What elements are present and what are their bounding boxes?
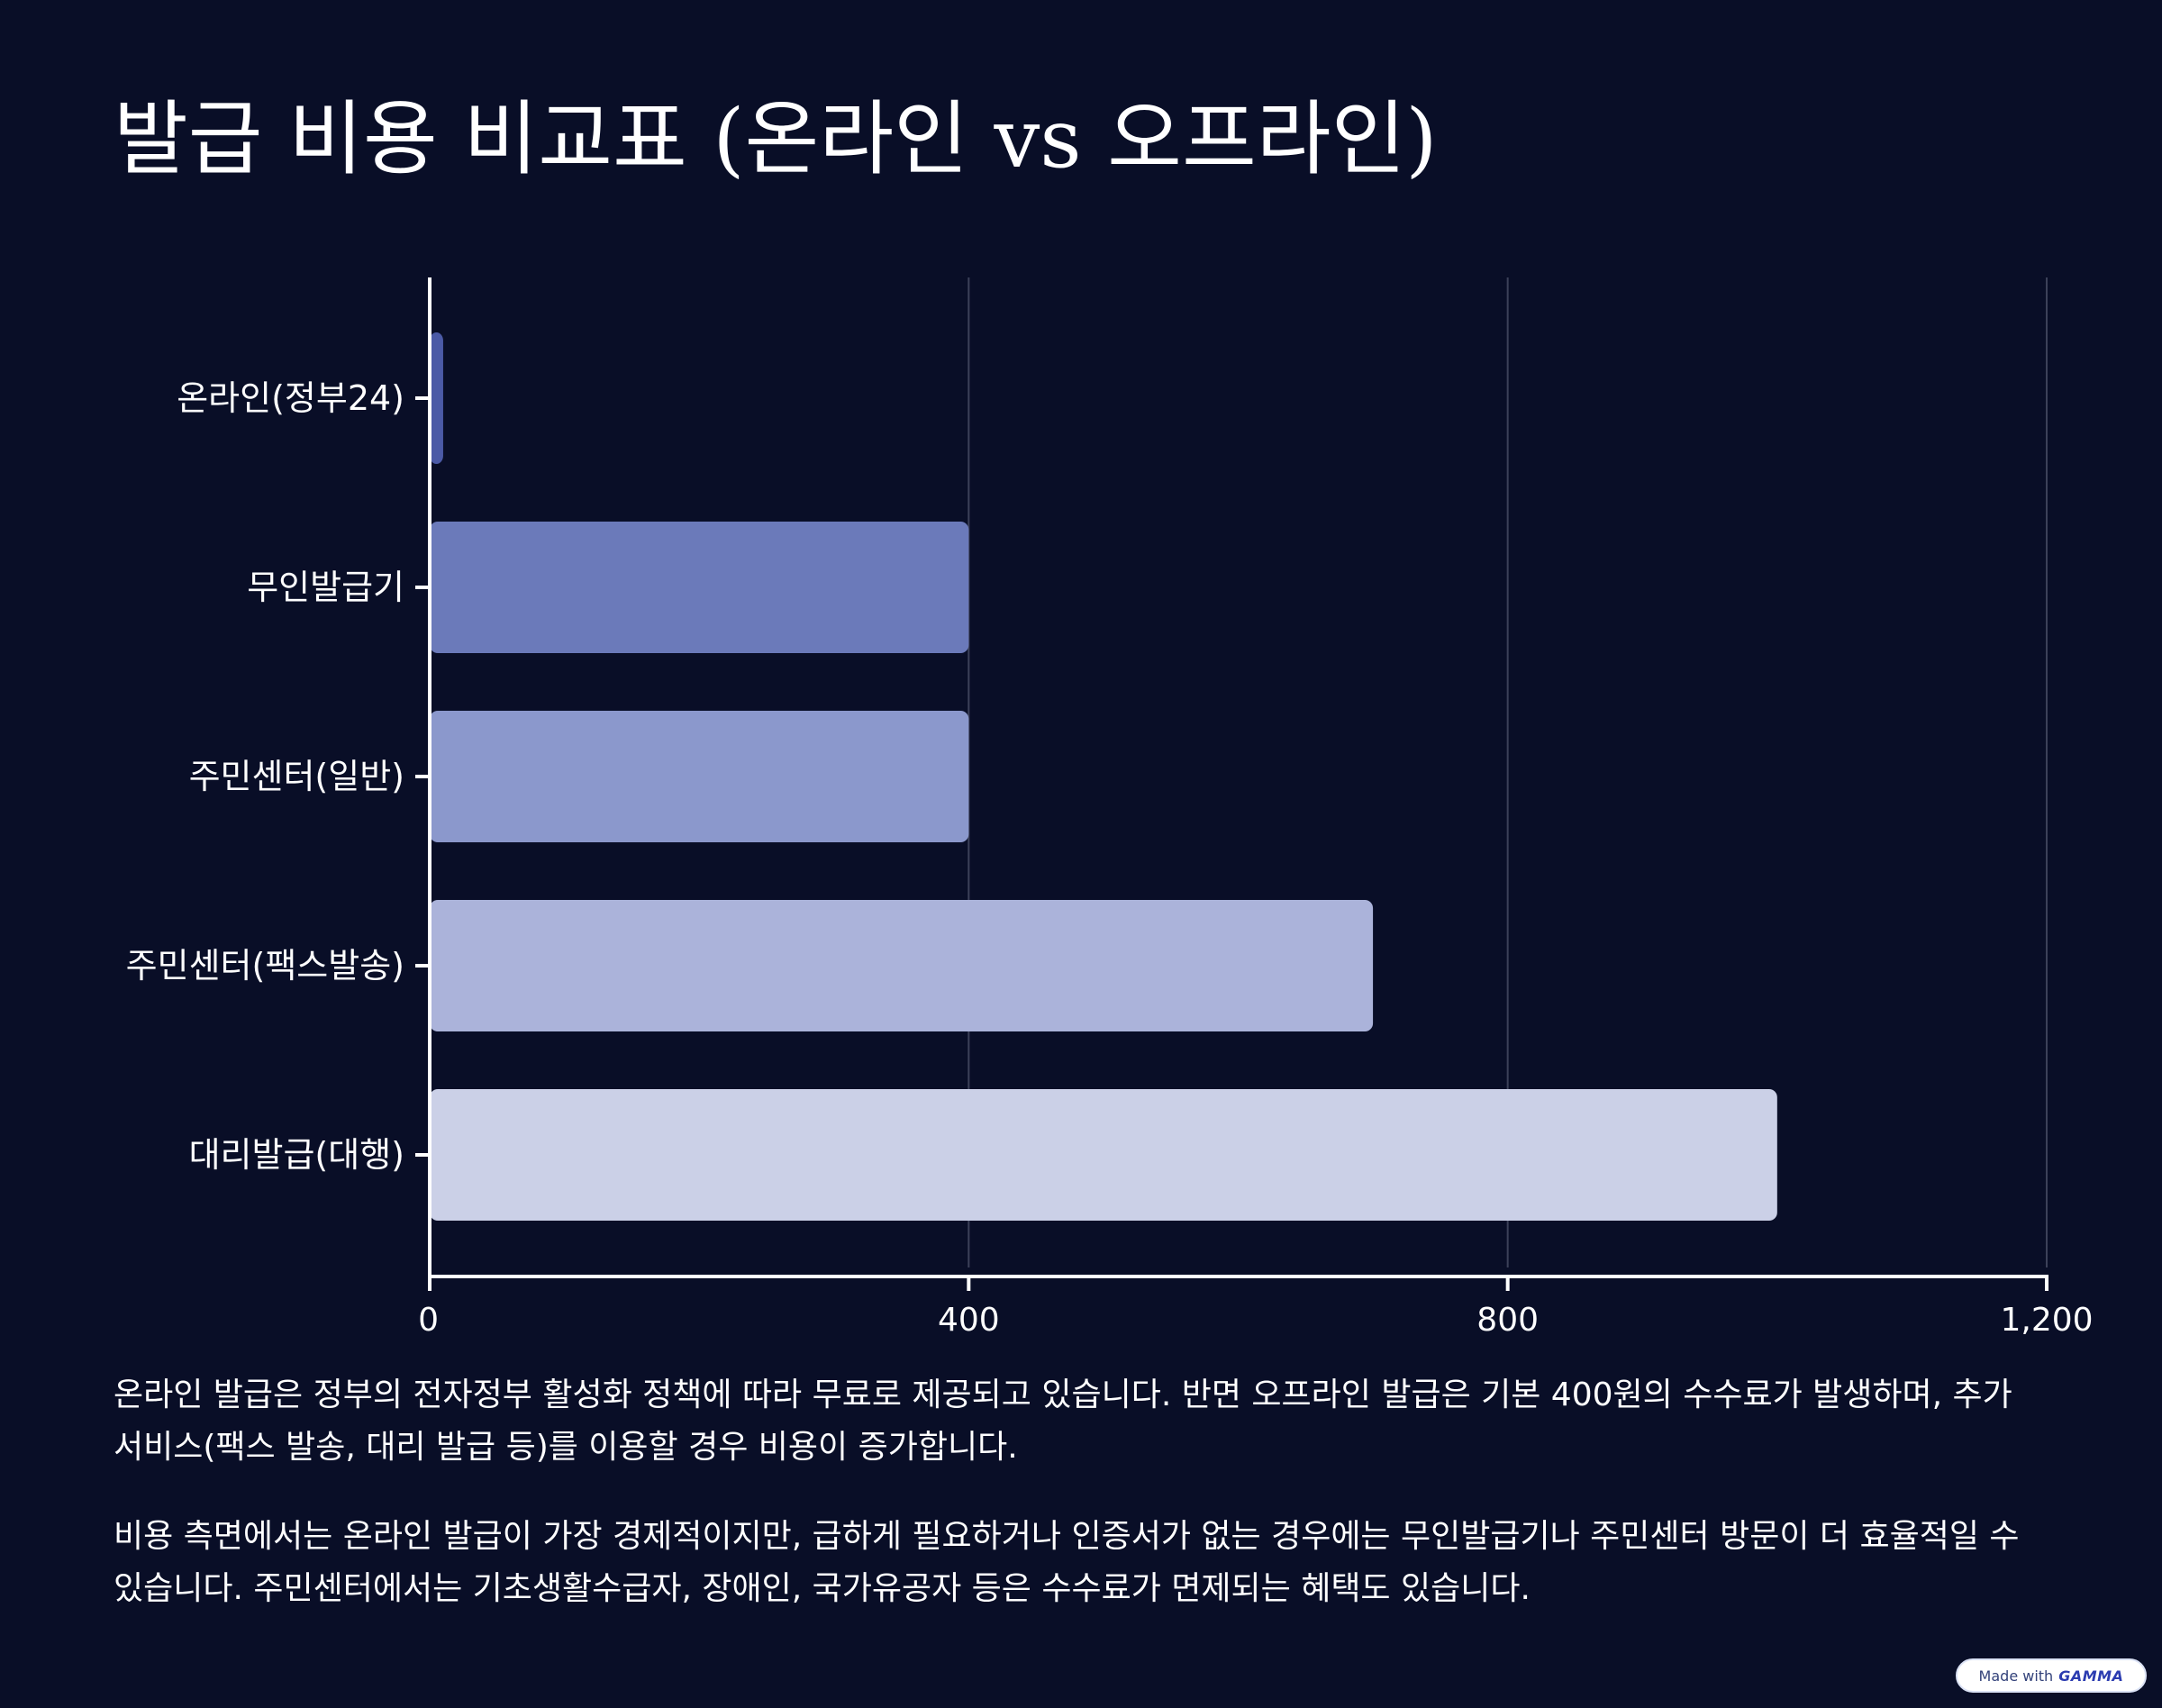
x-tick-label: 1,200 — [2000, 1302, 2093, 1339]
bar — [430, 1089, 1777, 1221]
bar — [430, 900, 1374, 1031]
x-tick-label: 0 — [418, 1302, 439, 1339]
description-paragraph-2: 비용 측면에서는 온라인 발급이 가장 경제적이지만, 급하게 필요하거나 인증… — [114, 1518, 2020, 1607]
description-paragraph-1: 온라인 발급은 정부의 전자정부 활성화 정책에 따라 무료로 제공되고 있습니… — [114, 1376, 2012, 1466]
badge-prefix: Made with — [1978, 1667, 2054, 1685]
y-tick-label: 주민센터(일반) — [189, 757, 404, 796]
bar — [430, 332, 443, 464]
made-with-gamma-badge[interactable]: Made with GAMMA — [1956, 1658, 2147, 1693]
y-tick-label: 무인발급기 — [247, 568, 404, 607]
bar — [430, 711, 969, 842]
x-tick-label: 400 — [938, 1302, 1000, 1339]
gamma-logo: GAMMA — [2058, 1667, 2124, 1685]
bar — [430, 522, 969, 653]
x-tick-label: 800 — [1476, 1302, 1539, 1339]
y-tick-label: 대리발급(대행) — [189, 1135, 404, 1175]
y-tick-label: 주민센터(팩스발송) — [126, 946, 404, 986]
axes — [415, 277, 2048, 1291]
bars — [430, 332, 1777, 1221]
y-tick-label: 온라인(정부24) — [177, 378, 404, 418]
page-title: 발급 비용 비교표 (온라인 vs 오프라인) — [114, 92, 1438, 186]
